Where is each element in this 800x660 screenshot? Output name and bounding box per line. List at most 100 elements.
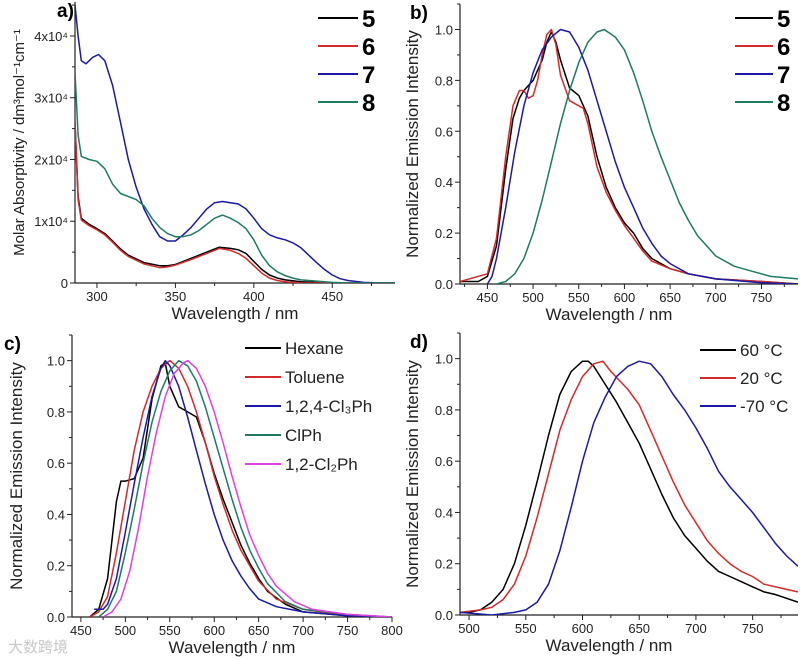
x-tick-label: 700 xyxy=(292,623,314,638)
x-tick-label: 750 xyxy=(337,623,359,638)
panel-a: 300 350 400 450 0 1x10⁴ 2x10⁴ 3x10⁴ 4x10⁴ Wavelen… xyxy=(11,1,395,323)
series-line-1 xyxy=(75,122,395,283)
x-tick-label: 550 xyxy=(515,621,537,636)
panel-label: d) xyxy=(410,332,428,353)
y-tick-label: 0.4 xyxy=(47,507,65,522)
y-tick-label: 0.0 xyxy=(435,277,453,292)
x-tick-label: 450 xyxy=(70,623,92,638)
panel-label: c) xyxy=(4,334,21,355)
legend-label: 1,2,4-Cl₃Ph xyxy=(285,397,372,416)
x-tick-label: 500 xyxy=(458,621,480,636)
series-group xyxy=(460,28,798,284)
legend-label: Hexane xyxy=(285,339,344,358)
panel-label: a) xyxy=(57,1,74,22)
series-group xyxy=(75,5,395,283)
x-tick-label: 550 xyxy=(159,623,181,638)
x-axis-title: Wavelength / nm xyxy=(172,304,299,323)
y-tick-label: 0.0 xyxy=(47,610,65,625)
y-tick-label: 0.8 xyxy=(47,405,65,420)
y-tick-label: 3x10⁴ xyxy=(34,91,68,106)
legend-label: 7 xyxy=(777,62,790,89)
series-line-1 xyxy=(89,359,392,617)
y-tick-label: 1x10⁴ xyxy=(34,214,68,229)
y-tick-label: 1.0 xyxy=(47,354,65,369)
y-tick-label: 0.4 xyxy=(435,175,453,190)
panel-d: 500 550 600 650 700 750 0.0 0.2 0.4 0.6 0.8 1.0 Wave… xyxy=(403,332,798,655)
x-tick-label: 750 xyxy=(751,290,773,305)
x-tick-label: 750 xyxy=(742,621,764,636)
y-tick-label: 0.4 xyxy=(435,505,453,520)
x-tick-label: 600 xyxy=(614,290,636,305)
legend-label: 7 xyxy=(362,62,375,89)
legend-label: ClPh xyxy=(285,426,322,445)
series-line-2 xyxy=(460,360,798,615)
series-line-1 xyxy=(460,28,798,284)
series-group xyxy=(460,360,798,615)
y-axis-title: Normalized Emission Intensity xyxy=(403,30,422,258)
series-line-1 xyxy=(460,360,798,614)
series-line-2 xyxy=(94,359,392,617)
legend-label: 60 °C xyxy=(740,341,783,360)
panel-c: 450 500 550 600 650 700 750 800 0.0 0.2 0.4 0.6 0.8 1… xyxy=(4,334,403,657)
panel-b: 450 500 550 600 650 700 750 0.0 0.2 0.4 0.6 0.8 1.0 W… xyxy=(403,3,798,324)
legend-label: 6 xyxy=(777,34,790,61)
x-axis-title: Wavelength / nm xyxy=(169,638,296,657)
series-line-0 xyxy=(460,360,798,614)
x-axis-title: Wavelength / nm xyxy=(546,636,673,655)
x-tick-label: 500 xyxy=(522,290,544,305)
x-tick-label: 700 xyxy=(705,290,727,305)
x-tick-label: 650 xyxy=(628,621,650,636)
x-axis-title: Wavelength / nm xyxy=(546,305,673,324)
series-line-0 xyxy=(460,31,798,284)
legend-label: 5 xyxy=(777,6,790,33)
series-line-4 xyxy=(102,359,392,617)
x-tick-label: 600 xyxy=(203,623,225,638)
legend-label: 20 °C xyxy=(740,369,783,388)
series-line-3 xyxy=(75,72,395,283)
y-tick-label: 0.8 xyxy=(435,403,453,418)
legend-label: Toluene xyxy=(285,368,345,387)
legend-label: 8 xyxy=(362,90,375,117)
series-group xyxy=(89,359,392,617)
y-tick-label: 0.2 xyxy=(47,559,65,574)
y-axis-title: Normalized Emission Intensity xyxy=(7,362,26,590)
x-tick-label: 650 xyxy=(659,290,681,305)
y-tick-label: 0.6 xyxy=(47,456,65,471)
x-tick-label: 350 xyxy=(165,289,187,304)
y-tick-label: 0.2 xyxy=(435,557,453,572)
x-tick-label: 450 xyxy=(477,290,499,305)
watermark: 大数跨境 xyxy=(8,638,68,656)
y-tick-label: 1.0 xyxy=(435,22,453,37)
y-tick-label: 4x10⁴ xyxy=(34,29,68,44)
x-tick-label: 400 xyxy=(243,289,265,304)
x-tick-label: 450 xyxy=(321,289,343,304)
series-line-0 xyxy=(75,122,395,283)
y-tick-label: 1.0 xyxy=(435,352,453,367)
x-tick-label: 300 xyxy=(86,289,108,304)
y-tick-label: 0.6 xyxy=(435,124,453,139)
legend-label: -70 °C xyxy=(740,397,788,416)
legend-label: 8 xyxy=(777,90,790,117)
y-tick-label: 0.6 xyxy=(435,454,453,469)
y-tick-label: 0 xyxy=(61,276,68,291)
x-tick-label: 500 xyxy=(114,623,136,638)
y-axis-title: Normalized Emission Intensity xyxy=(403,360,422,588)
y-axis-title: Molar Absorptivity / dm³mol⁻¹cm⁻¹ xyxy=(11,29,28,256)
y-tick-label: 0.2 xyxy=(435,226,453,241)
panel-label: b) xyxy=(410,3,428,24)
series-line-2 xyxy=(486,28,798,284)
series-line-2 xyxy=(75,5,395,283)
series-line-3 xyxy=(98,359,392,617)
legend-label: 5 xyxy=(362,6,375,33)
x-tick-label: 700 xyxy=(685,621,707,636)
x-tick-label: 650 xyxy=(248,623,270,638)
legend-label: 1,2-Cl₂Ph xyxy=(285,455,358,474)
legend-label: 6 xyxy=(362,34,375,61)
series-line-3 xyxy=(496,28,798,284)
x-tick-label: 550 xyxy=(568,290,590,305)
y-tick-label: 2x10⁴ xyxy=(34,152,68,167)
x-tick-label: 600 xyxy=(572,621,594,636)
x-tick-label: 800 xyxy=(381,623,403,638)
y-tick-label: 0.0 xyxy=(435,608,453,623)
